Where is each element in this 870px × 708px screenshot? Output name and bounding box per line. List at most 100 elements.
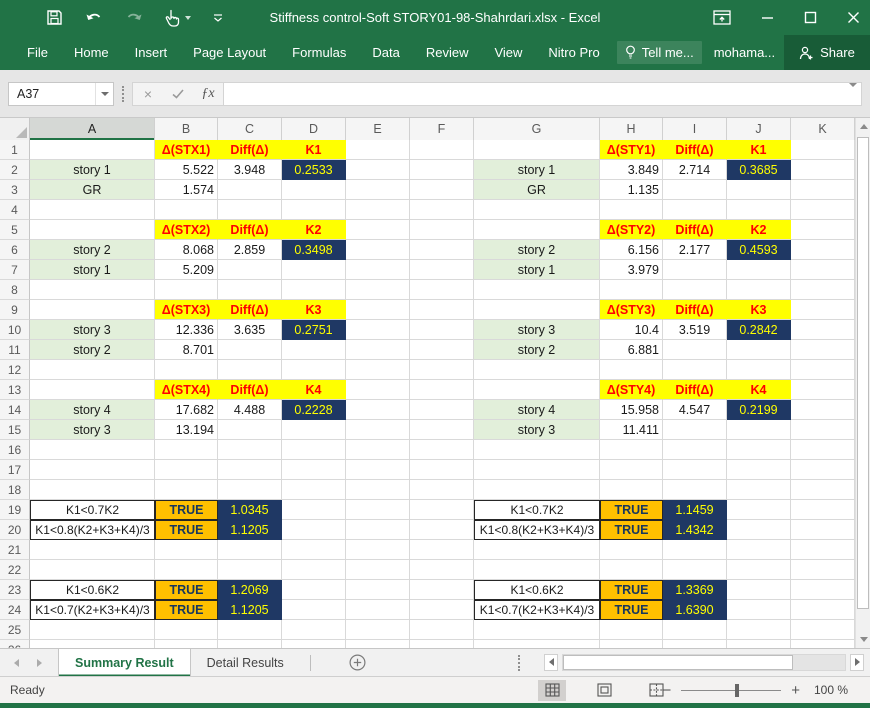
cell-B15[interactable]: 13.194	[155, 420, 218, 440]
cell-I21[interactable]	[663, 540, 727, 560]
formula-input[interactable]	[224, 81, 862, 106]
cell-G22[interactable]	[474, 560, 600, 580]
cell-K9[interactable]	[791, 300, 855, 320]
cell-E20[interactable]	[346, 520, 410, 540]
cell-C10[interactable]: 3.635	[218, 320, 282, 340]
ribbon-tab-file[interactable]: File	[27, 45, 48, 60]
cell-E18[interactable]	[346, 480, 410, 500]
cell-G23[interactable]: K1<0.6K2	[474, 580, 600, 600]
cell-J17[interactable]	[727, 460, 791, 480]
row-header-15[interactable]: 15	[0, 420, 30, 440]
cell-C14[interactable]: 4.488	[218, 400, 282, 420]
scroll-up-icon[interactable]	[856, 118, 870, 135]
cell-A18[interactable]	[30, 480, 155, 500]
cell-A17[interactable]	[30, 460, 155, 480]
cell-F21[interactable]	[410, 540, 474, 560]
column-header-C[interactable]: C	[218, 118, 282, 140]
cell-H13[interactable]: Δ(STY4)	[600, 380, 663, 400]
cell-E14[interactable]	[346, 400, 410, 420]
name-box[interactable]: A37	[8, 81, 114, 106]
cell-K12[interactable]	[791, 360, 855, 380]
cell-E19[interactable]	[346, 500, 410, 520]
cell-C12[interactable]	[218, 360, 282, 380]
row-header-13[interactable]: 13	[0, 380, 30, 400]
cell-D26[interactable]	[282, 640, 346, 648]
vertical-scrollbar[interactable]	[855, 118, 870, 648]
cell-D20[interactable]	[282, 520, 346, 540]
cell-K7[interactable]	[791, 260, 855, 280]
row-header-7[interactable]: 7	[0, 260, 30, 280]
cell-F6[interactable]	[410, 240, 474, 260]
cell-C7[interactable]	[218, 260, 282, 280]
cell-B26[interactable]	[155, 640, 218, 648]
select-all-corner[interactable]	[0, 118, 30, 140]
tell-me-box[interactable]: Tell me...	[616, 41, 702, 64]
cell-C1[interactable]: Diff(Δ)	[218, 140, 282, 160]
row-header-21[interactable]: 21	[0, 540, 30, 560]
cell-I10[interactable]: 3.519	[663, 320, 727, 340]
cell-I15[interactable]	[663, 420, 727, 440]
cell-I19[interactable]: 1.1459	[663, 500, 727, 520]
sheet-nav-left-icon[interactable]	[14, 658, 19, 667]
cell-D23[interactable]	[282, 580, 346, 600]
cell-H1[interactable]: Δ(STY1)	[600, 140, 663, 160]
cell-B19[interactable]: TRUE	[155, 500, 218, 520]
cell-F24[interactable]	[410, 600, 474, 620]
sheet-tab-summary-result[interactable]: Summary Result	[58, 648, 191, 677]
cell-I22[interactable]	[663, 560, 727, 580]
cell-H2[interactable]: 3.849	[600, 160, 663, 180]
cell-F5[interactable]	[410, 220, 474, 240]
cell-A6[interactable]: story 2	[30, 240, 155, 260]
cell-A12[interactable]	[30, 360, 155, 380]
cell-F7[interactable]	[410, 260, 474, 280]
cell-F12[interactable]	[410, 360, 474, 380]
cell-F18[interactable]	[410, 480, 474, 500]
cell-F22[interactable]	[410, 560, 474, 580]
page-layout-view-icon[interactable]	[590, 680, 618, 701]
column-header-A[interactable]: A	[30, 118, 155, 140]
cell-C6[interactable]: 2.859	[218, 240, 282, 260]
row-header-12[interactable]: 12	[0, 360, 30, 380]
cell-C26[interactable]	[218, 640, 282, 648]
cell-F23[interactable]	[410, 580, 474, 600]
cell-D14[interactable]: 0.2228	[282, 400, 346, 420]
cell-A1[interactable]	[30, 140, 155, 160]
vertical-scroll-thumb[interactable]	[857, 137, 869, 609]
cell-J19[interactable]	[727, 500, 791, 520]
ribbon-tab-view[interactable]: View	[494, 45, 523, 60]
cell-F25[interactable]	[410, 620, 474, 640]
cell-G17[interactable]	[474, 460, 600, 480]
cell-J11[interactable]	[727, 340, 791, 360]
column-header-B[interactable]: B	[155, 118, 218, 140]
maximize-icon[interactable]	[804, 11, 817, 24]
row-header-8[interactable]: 8	[0, 280, 30, 300]
cell-E21[interactable]	[346, 540, 410, 560]
column-header-H[interactable]: H	[600, 118, 663, 140]
cell-B13[interactable]: Δ(STX4)	[155, 380, 218, 400]
cell-D12[interactable]	[282, 360, 346, 380]
cell-K4[interactable]	[791, 200, 855, 220]
user-name[interactable]: mohama...	[713, 45, 776, 60]
cell-G2[interactable]: story 1	[474, 160, 600, 180]
cell-A25[interactable]	[30, 620, 155, 640]
cell-E1[interactable]	[346, 140, 410, 160]
cell-F4[interactable]	[410, 200, 474, 220]
cell-K11[interactable]	[791, 340, 855, 360]
cell-J4[interactable]	[727, 200, 791, 220]
cell-J16[interactable]	[727, 440, 791, 460]
cell-E2[interactable]	[346, 160, 410, 180]
cell-I2[interactable]: 2.714	[663, 160, 727, 180]
cell-C8[interactable]	[218, 280, 282, 300]
cell-A9[interactable]	[30, 300, 155, 320]
cell-J9[interactable]: K3	[727, 300, 791, 320]
cell-J2[interactable]: 0.3685	[727, 160, 791, 180]
cell-B10[interactable]: 12.336	[155, 320, 218, 340]
row-header-17[interactable]: 17	[0, 460, 30, 480]
cell-C20[interactable]: 1.1205	[218, 520, 282, 540]
enter-check-icon[interactable]	[163, 83, 193, 105]
cell-G12[interactable]	[474, 360, 600, 380]
ribbon-tab-data[interactable]: Data	[372, 45, 400, 60]
cell-I18[interactable]	[663, 480, 727, 500]
cell-J5[interactable]: K2	[727, 220, 791, 240]
cell-B23[interactable]: TRUE	[155, 580, 218, 600]
